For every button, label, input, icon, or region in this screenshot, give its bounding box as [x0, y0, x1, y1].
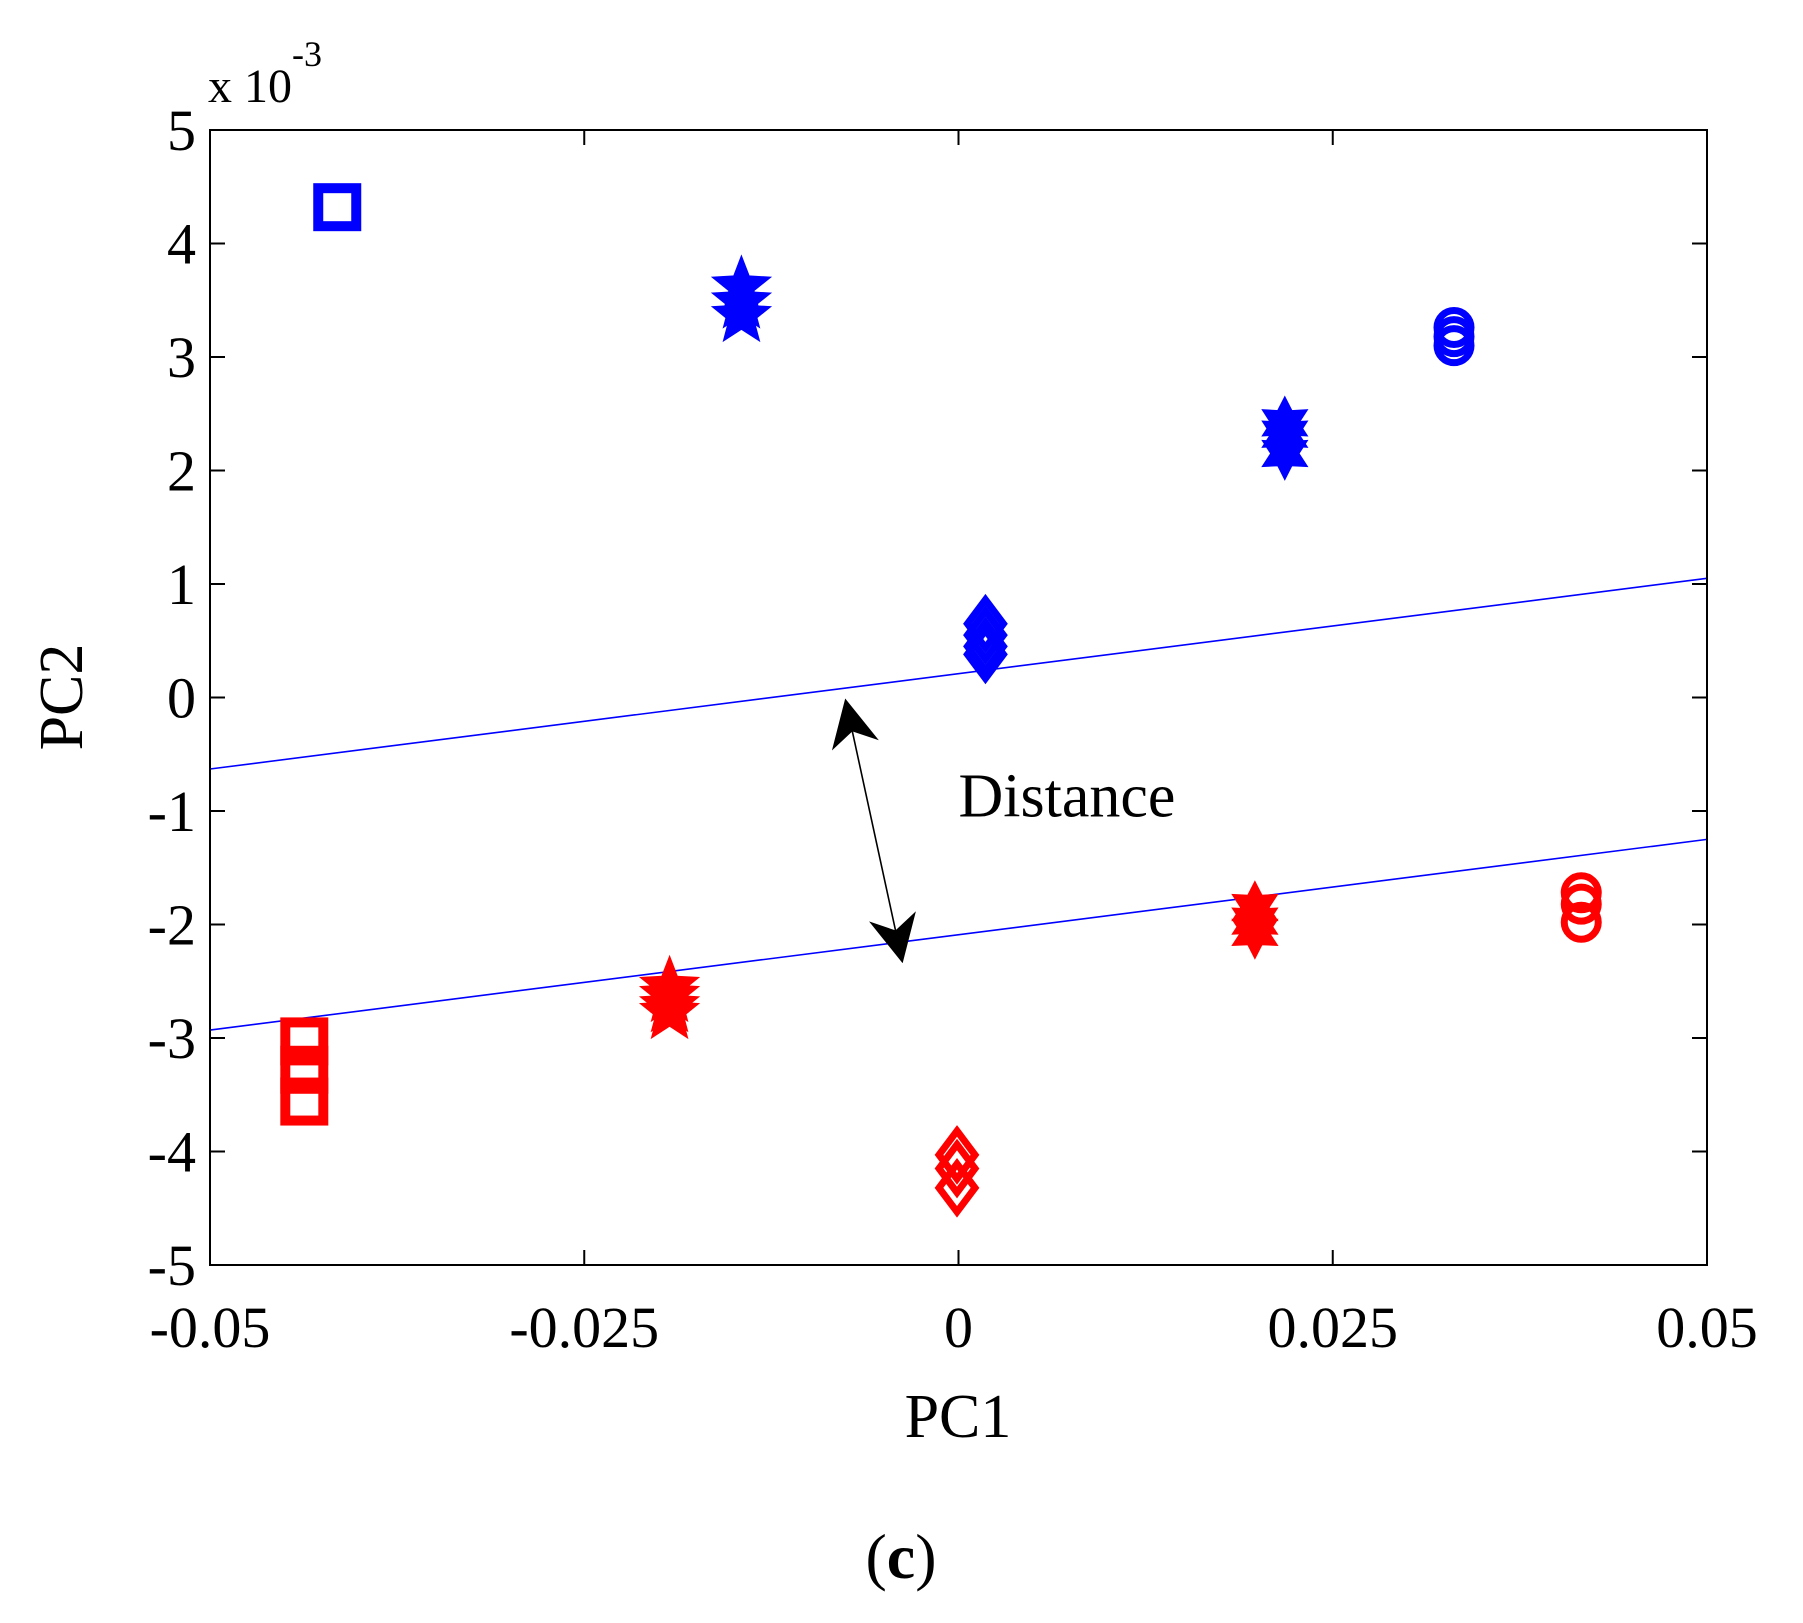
blue-hexagram-series: [1261, 395, 1309, 481]
y-tick-label: -3: [148, 1006, 196, 1071]
blue-circle-point: [1433, 325, 1475, 367]
x-tick-label: -0.05: [150, 1295, 271, 1360]
red-hexagram-point: [1231, 905, 1279, 960]
blue-diamond-point: [963, 593, 1008, 654]
x-axis-label: PC1: [905, 1383, 1012, 1451]
blue-hexagram-point: [1261, 426, 1309, 481]
red-square-point: [280, 1017, 329, 1066]
y-scale-label: x 10-3: [208, 34, 322, 113]
y-scale-base: x 10: [208, 60, 292, 113]
distance-annotation: Distance: [959, 763, 1176, 831]
blue-pentagram-point: [710, 283, 773, 343]
y-tick-label: -4: [148, 1120, 196, 1185]
x-tick-label: 0: [944, 1295, 973, 1360]
axes: [209, 129, 1708, 1266]
red-square-point: [280, 1045, 329, 1094]
blue-diamond-point: [963, 624, 1008, 685]
red-square-series: [280, 1017, 329, 1126]
y-tick-label: 2: [167, 439, 196, 504]
figure-caption: (c): [865, 1521, 936, 1592]
x-tick-label: 0.025: [1268, 1295, 1399, 1360]
lower-boundary-line: [209, 838, 1708, 1031]
y-tick-label: 3: [167, 325, 196, 390]
x-tick-labels: -0.05 -0.025 0 0.025 0.05: [150, 1295, 1758, 1360]
distance-arrow: [831, 698, 916, 964]
caption-close: ): [915, 1521, 936, 1592]
x-tick-label: 0.05: [1656, 1295, 1758, 1360]
red-circle-point: [1560, 883, 1602, 925]
y-tick-label: 1: [167, 552, 196, 617]
caption-open: (: [865, 1521, 886, 1592]
red-pentagram-series: [638, 954, 701, 1040]
red-circle-series: [1560, 872, 1602, 943]
caption-letter: c: [887, 1521, 915, 1592]
red-square-point: [280, 1077, 329, 1126]
blue-diamond-series: [963, 593, 1008, 685]
y-tick-label: 0: [167, 666, 196, 731]
red-diamond-point: [934, 1138, 980, 1199]
y-tick-label: -5: [148, 1233, 196, 1298]
blue-diamond-point: [963, 616, 1008, 677]
red-circle-point: [1560, 901, 1602, 943]
red-diamond-point: [934, 1157, 980, 1218]
x-tick-label: -0.025: [509, 1295, 659, 1360]
red-pentagram-point: [638, 980, 701, 1040]
y-scale-exponent: -3: [292, 34, 322, 74]
blue-pentagram-series: [710, 254, 773, 343]
blue-square-series: [313, 183, 362, 232]
blue-diamond-point: [963, 605, 1008, 665]
distance-arrow-group: [831, 698, 916, 964]
boundary-lines: [209, 577, 1708, 1031]
y-axis-label: PC2: [28, 644, 96, 751]
y-tick-label: 4: [167, 212, 196, 277]
blue-square-point: [313, 183, 362, 232]
blue-circle-series: [1433, 306, 1475, 367]
red-hexagram-series: [1231, 880, 1279, 960]
red-diamond-series: [934, 1125, 980, 1218]
y-tick-labels: -5 -4 -3 -2 -1 0 1 2 3 4 5: [148, 98, 196, 1298]
data-markers: [280, 183, 1602, 1218]
upper-boundary-line: [209, 577, 1708, 770]
y-tick-label: -2: [148, 893, 196, 958]
y-tick-label: 5: [167, 98, 196, 163]
y-tick-label: -1: [148, 779, 196, 844]
red-diamond-point: [934, 1125, 980, 1185]
plot-area: [210, 130, 1707, 1265]
